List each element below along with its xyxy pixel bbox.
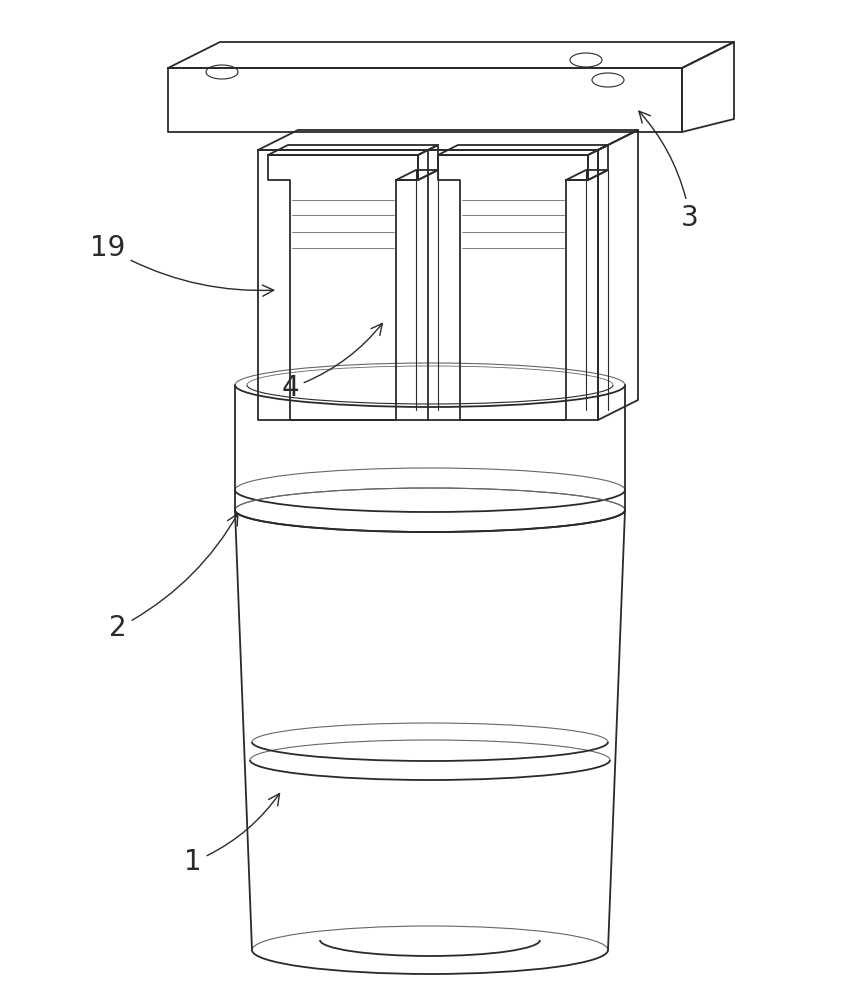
- Text: 1: 1: [184, 794, 280, 876]
- Text: 2: 2: [109, 514, 238, 642]
- Text: 4: 4: [281, 323, 383, 402]
- Text: 3: 3: [639, 111, 699, 232]
- Text: 19: 19: [90, 234, 273, 296]
